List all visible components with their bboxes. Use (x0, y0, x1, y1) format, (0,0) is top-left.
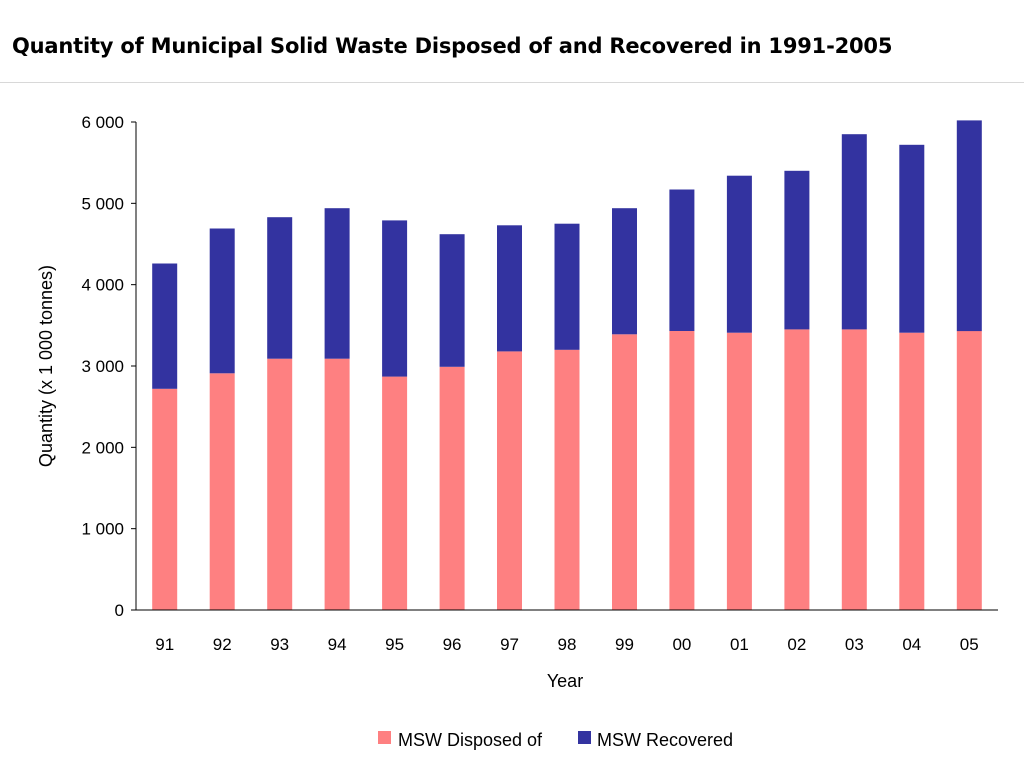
bar-recovered (956, 120, 982, 332)
y-tick-label: 4 000 (81, 276, 124, 295)
x-tick-label: 03 (845, 635, 864, 654)
bar-recovered (382, 220, 408, 377)
y-tick-label: 1 000 (81, 520, 124, 539)
bar-recovered (152, 263, 178, 389)
x-tick-label: 02 (787, 635, 806, 654)
x-tick-label: 01 (730, 635, 749, 654)
title-divider (0, 82, 1024, 83)
x-tick-label: 04 (902, 635, 921, 654)
x-tick-label: 05 (960, 635, 979, 654)
y-axis-ticks: 0 1 000 2 000 3 000 4 000 5 000 6 000 (81, 113, 136, 620)
bar-disposed (899, 332, 925, 610)
y-axis-title: Quantity (x 1 000 tonnes) (36, 265, 56, 467)
bar-disposed (497, 351, 522, 610)
bar-disposed (841, 329, 867, 610)
legend-swatch-recovered (578, 731, 591, 744)
bar-recovered (784, 170, 810, 330)
bar-recovered (669, 189, 695, 331)
bar-disposed (267, 358, 293, 610)
bar-disposed (956, 331, 982, 610)
bar-recovered (899, 144, 925, 333)
bar-recovered (554, 223, 580, 350)
bar-recovered (841, 134, 867, 330)
x-axis-ticks: 91 92 93 94 95 96 97 98 99 00 01 02 03 04 05 (155, 635, 978, 654)
legend-label-disposed: MSW Disposed of (398, 730, 543, 750)
bar-recovered (267, 217, 293, 359)
y-tick-label: 5 000 (81, 194, 124, 213)
legend-swatch-disposed (378, 731, 391, 744)
bar-recovered (497, 225, 522, 352)
x-tick-label: 97 (500, 635, 519, 654)
bar-disposed (784, 329, 810, 610)
bar-disposed (612, 334, 637, 610)
x-tick-label: 99 (615, 635, 634, 654)
bars-group (152, 120, 982, 610)
bar-disposed (439, 366, 465, 610)
page-title: Quantity of Municipal Solid Waste Dispos… (12, 34, 893, 58)
bar-disposed (382, 376, 408, 610)
axes-group (135, 122, 998, 611)
bar-recovered (726, 175, 752, 333)
y-tick-label: 2 000 (81, 438, 124, 457)
bar-recovered (209, 228, 235, 374)
bar-recovered (324, 208, 350, 359)
bar-disposed (554, 349, 580, 610)
y-tick-label: 0 (115, 601, 124, 620)
x-axis-title: Year (547, 671, 583, 691)
y-tick-label: 6 000 (81, 113, 124, 132)
x-tick-label: 98 (558, 635, 577, 654)
x-tick-label: 00 (672, 635, 691, 654)
bar-disposed (152, 388, 178, 610)
bar-disposed (726, 332, 752, 610)
x-tick-label: 95 (385, 635, 404, 654)
bar-disposed (324, 358, 350, 610)
x-tick-label: 91 (155, 635, 174, 654)
x-tick-label: 96 (443, 635, 462, 654)
x-tick-label: 92 (213, 635, 232, 654)
bar-disposed (209, 373, 235, 610)
y-tick-label: 3 000 (81, 357, 124, 376)
legend: MSW Disposed of MSW Recovered (378, 730, 733, 750)
legend-label-recovered: MSW Recovered (597, 730, 733, 750)
x-tick-label: 94 (328, 635, 347, 654)
bar-disposed (669, 331, 695, 610)
x-tick-label: 93 (270, 635, 289, 654)
bar-recovered (439, 234, 465, 367)
bar-recovered (612, 208, 637, 335)
